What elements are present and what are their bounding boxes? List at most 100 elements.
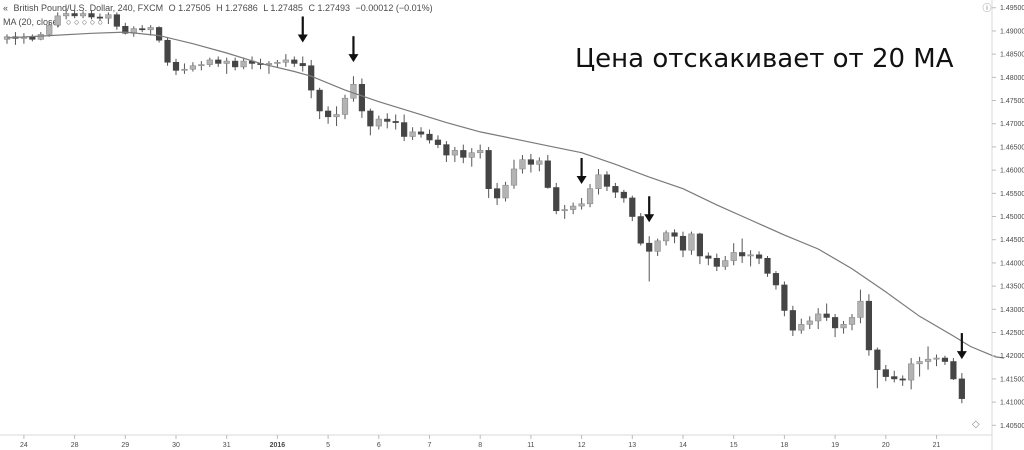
candle[interactable]: [434, 135, 442, 149]
candle[interactable]: [950, 358, 957, 381]
candle[interactable]: [578, 197, 585, 210]
candle[interactable]: [916, 356, 923, 377]
candle[interactable]: [831, 313, 839, 338]
candle[interactable]: [629, 195, 636, 222]
candle[interactable]: [764, 255, 771, 277]
candle[interactable]: [139, 25, 146, 33]
candle[interactable]: [96, 13, 104, 21]
candle[interactable]: [891, 370, 898, 383]
candle[interactable]: [248, 56, 256, 70]
candle[interactable]: [113, 12, 120, 30]
candle[interactable]: [772, 271, 780, 290]
candle[interactable]: [570, 202, 577, 215]
ma-20-line[interactable]: [6, 31, 1005, 359]
price-axis[interactable]: 1.49500 1.49000 1.48500 1.48000 1.47500 1.470…: [992, 5, 1024, 430]
candle[interactable]: [823, 303, 830, 321]
candle[interactable]: [341, 94, 349, 120]
candle[interactable]: [274, 59, 281, 69]
candle[interactable]: [586, 184, 594, 208]
candle[interactable]: [291, 56, 298, 67]
candle[interactable]: [451, 146, 458, 163]
candle[interactable]: [806, 316, 813, 330]
candle[interactable]: [798, 318, 805, 334]
candle[interactable]: [468, 148, 475, 167]
indicator-label[interactable]: MA (20, close): [3, 17, 61, 27]
candle[interactable]: [485, 146, 492, 198]
candle[interactable]: [29, 34, 36, 42]
candle[interactable]: [696, 232, 703, 265]
candle[interactable]: [172, 58, 180, 76]
candle[interactable]: [527, 153, 534, 173]
candle[interactable]: [747, 250, 754, 267]
candle[interactable]: [781, 281, 788, 317]
candle[interactable]: [130, 26, 137, 37]
candle[interactable]: [857, 289, 864, 324]
candle[interactable]: [553, 182, 560, 215]
candle[interactable]: [874, 347, 881, 389]
candle[interactable]: [46, 21, 53, 37]
candle[interactable]: [958, 373, 965, 404]
candle[interactable]: [519, 155, 526, 174]
candle[interactable]: [924, 346, 932, 370]
candle[interactable]: [460, 144, 467, 164]
candle[interactable]: [705, 252, 712, 266]
candle[interactable]: [722, 255, 729, 270]
candle[interactable]: [206, 57, 213, 67]
candle[interactable]: [375, 115, 382, 130]
candle[interactable]: [713, 253, 720, 272]
candle[interactable]: [240, 57, 247, 70]
candle[interactable]: [147, 25, 154, 36]
candle[interactable]: [3, 34, 11, 44]
candle[interactable]: [688, 231, 695, 255]
candle[interactable]: [477, 144, 484, 159]
candle[interactable]: [426, 129, 433, 144]
collapse-chevrons-icon[interactable]: «: [3, 3, 9, 13]
candle[interactable]: [282, 54, 289, 67]
candle[interactable]: [595, 168, 602, 195]
candle[interactable]: [908, 358, 915, 390]
candle[interactable]: [941, 355, 949, 365]
candle[interactable]: [189, 62, 197, 72]
candle[interactable]: [899, 375, 906, 386]
candle[interactable]: [308, 59, 315, 99]
candle[interactable]: [198, 61, 205, 71]
symbol-label[interactable]: British Pound/U.S. Dollar, 240, FXCM: [13, 3, 164, 13]
candle[interactable]: [265, 61, 273, 74]
candle[interactable]: [679, 231, 687, 258]
candle[interactable]: [662, 230, 670, 246]
candle[interactable]: [316, 87, 323, 120]
candle[interactable]: [882, 364, 889, 382]
candle[interactable]: [156, 26, 163, 43]
info-icon[interactable]: ⓘ: [982, 3, 992, 13]
candle[interactable]: [215, 56, 222, 67]
candle[interactable]: [392, 114, 399, 130]
candle[interactable]: [536, 157, 543, 172]
candle[interactable]: [350, 76, 357, 102]
candle[interactable]: [164, 37, 171, 66]
candle[interactable]: [671, 229, 678, 244]
candle[interactable]: [88, 10, 95, 20]
candle[interactable]: [865, 294, 872, 356]
candle[interactable]: [384, 113, 391, 129]
candle[interactable]: [789, 305, 796, 336]
candle[interactable]: [730, 243, 737, 266]
candle[interactable]: [63, 7, 70, 20]
scroll-to-latest-icon[interactable]: ◇: [972, 419, 980, 430]
candle[interactable]: [105, 12, 112, 24]
candle[interactable]: [654, 238, 661, 256]
candle[interactable]: [324, 106, 332, 124]
candle[interactable]: [367, 108, 374, 136]
candle[interactable]: [181, 63, 188, 74]
candle[interactable]: [544, 155, 551, 189]
candle[interactable]: [755, 251, 763, 265]
candle[interactable]: [54, 12, 61, 28]
candle[interactable]: [401, 114, 408, 142]
candle[interactable]: [79, 11, 87, 19]
candle[interactable]: [815, 308, 822, 330]
candle[interactable]: [232, 57, 239, 71]
candle[interactable]: [612, 182, 619, 198]
candle[interactable]: [223, 57, 230, 74]
candle[interactable]: [739, 238, 746, 263]
candle[interactable]: [502, 181, 509, 202]
